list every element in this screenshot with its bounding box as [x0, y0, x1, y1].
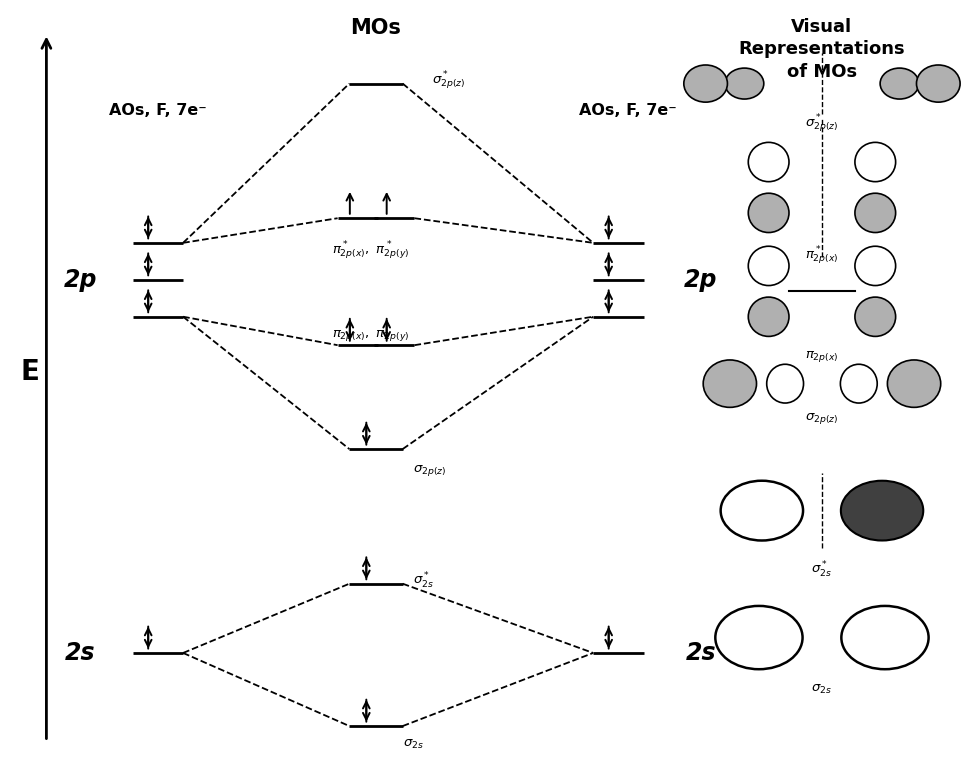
Text: Visual
Representations
of MOs: Visual Representations of MOs [739, 18, 905, 81]
Ellipse shape [725, 68, 763, 99]
Text: $\sigma^*_{2p(z)}$: $\sigma^*_{2p(z)}$ [432, 70, 466, 92]
Ellipse shape [916, 65, 960, 102]
Ellipse shape [855, 246, 896, 285]
Ellipse shape [855, 143, 896, 181]
Text: AOs, F, 7e⁻: AOs, F, 7e⁻ [579, 103, 677, 118]
Ellipse shape [855, 297, 896, 336]
Ellipse shape [766, 364, 803, 403]
Ellipse shape [887, 360, 941, 408]
Text: 2p: 2p [684, 268, 718, 291]
Text: $\sigma_{2p(z)}$: $\sigma_{2p(z)}$ [805, 411, 838, 425]
Text: 2p: 2p [63, 268, 98, 291]
Ellipse shape [855, 193, 896, 232]
Text: $\pi_{2p(x)}$: $\pi_{2p(x)}$ [805, 349, 838, 364]
Text: $\pi^*_{2p(x)}$: $\pi^*_{2p(x)}$ [805, 245, 838, 267]
Ellipse shape [748, 143, 789, 181]
Text: $\sigma^*_{2p(z)}$: $\sigma^*_{2p(z)}$ [805, 113, 838, 135]
Text: $\sigma^*_{2s}$: $\sigma^*_{2s}$ [412, 571, 434, 591]
Ellipse shape [716, 606, 802, 670]
Ellipse shape [748, 297, 789, 336]
Text: MOs: MOs [351, 18, 402, 38]
Text: 2s: 2s [685, 641, 716, 665]
Ellipse shape [880, 68, 918, 99]
Text: 2s: 2s [65, 641, 96, 665]
Text: $\pi^*_{2p(x)},\ \pi^*_{2p(y)}$: $\pi^*_{2p(x)},\ \pi^*_{2p(y)}$ [332, 239, 410, 262]
Text: AOs, F, 7e⁻: AOs, F, 7e⁻ [109, 103, 207, 118]
Text: $\sigma_{2p(z)}$: $\sigma_{2p(z)}$ [412, 463, 447, 478]
Text: $\pi_{2p(x)},\ \pi_{2p(y)}$: $\pi_{2p(x)},\ \pi_{2p(y)}$ [332, 328, 410, 343]
Text: $\sigma^*_{2s}$: $\sigma^*_{2s}$ [811, 560, 833, 580]
Ellipse shape [721, 480, 803, 540]
Text: $\sigma_{2s}$: $\sigma_{2s}$ [811, 683, 833, 696]
Ellipse shape [748, 246, 789, 285]
Text: $\sigma_{2s}$: $\sigma_{2s}$ [403, 738, 424, 751]
Ellipse shape [840, 364, 878, 403]
Ellipse shape [703, 360, 757, 408]
Ellipse shape [840, 480, 923, 540]
Ellipse shape [683, 65, 727, 102]
Ellipse shape [841, 606, 928, 670]
Text: E: E [20, 358, 39, 386]
Ellipse shape [748, 193, 789, 232]
